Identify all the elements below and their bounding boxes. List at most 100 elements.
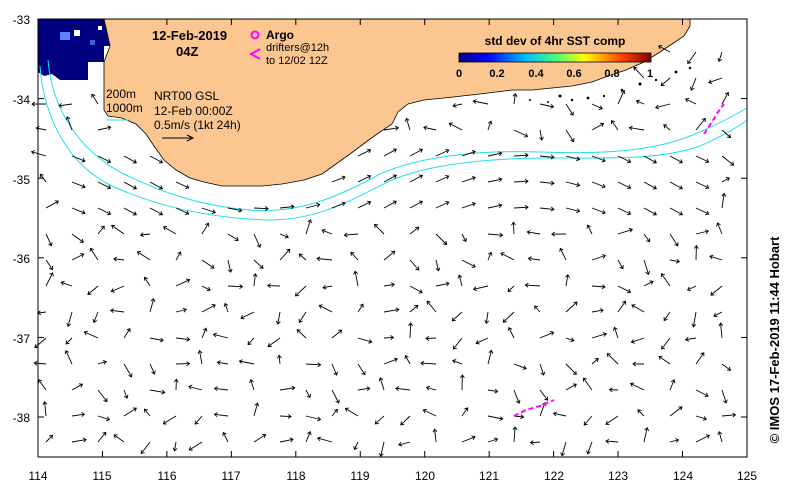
colorbar-tick: 0.4	[528, 68, 544, 80]
axis-ticks	[37, 18, 748, 457]
current-vector-head	[404, 117, 410, 122]
current-vector	[591, 123, 604, 131]
drifter-track-south	[513, 399, 555, 417]
current-vector-head	[290, 204, 295, 210]
current-vector	[713, 311, 723, 317]
current-vector	[539, 129, 543, 141]
current-vector	[110, 309, 125, 313]
current-vector	[487, 415, 503, 420]
current-vector-head	[705, 184, 710, 190]
current-vector-head	[317, 362, 322, 368]
current-vector	[539, 389, 549, 401]
lon-label: 118	[286, 469, 305, 483]
current-vector-head	[629, 382, 635, 387]
current-vector-head	[498, 203, 503, 208]
current-vector-head	[704, 229, 710, 234]
current-vector	[721, 129, 731, 138]
current-vector-head	[151, 370, 156, 375]
current-vector-head	[393, 357, 399, 363]
current-vector-head	[158, 185, 164, 190]
current-vector-head	[529, 440, 534, 445]
current-vector-head	[275, 320, 281, 325]
current-vector	[383, 174, 397, 183]
current-vector-head	[445, 174, 450, 180]
current-vector-head	[678, 211, 683, 216]
current-vector-head	[415, 226, 420, 231]
current-vector	[140, 233, 151, 236]
current-vector	[298, 311, 307, 323]
current-vector	[188, 386, 203, 391]
current-vector-head	[317, 416, 322, 422]
current-vector-head	[132, 407, 137, 412]
current-vector	[617, 228, 633, 235]
current-vector	[513, 93, 516, 105]
current-vector-head	[374, 420, 379, 425]
current-vector	[690, 77, 697, 91]
current-vector	[502, 311, 515, 323]
current-vector-head	[298, 253, 303, 258]
current-vector	[357, 149, 371, 157]
current-vector-head	[102, 431, 107, 436]
current-vector	[687, 51, 697, 64]
current-vector	[420, 362, 437, 365]
current-vector	[565, 155, 580, 160]
current-vector	[250, 379, 255, 391]
current-vector-head	[341, 175, 346, 181]
current-vector	[643, 181, 657, 190]
current-vector	[721, 414, 736, 417]
current-vector-head	[367, 174, 372, 180]
current-vector-head	[499, 416, 504, 421]
argo-icon	[250, 30, 260, 40]
current-vector	[97, 225, 105, 235]
current-vector	[487, 178, 502, 183]
colorbar-tick: 0.2	[489, 68, 504, 80]
current-vector-head	[132, 185, 137, 190]
current-vector-head	[704, 392, 709, 398]
current-vector-head	[500, 252, 505, 257]
current-vector-head	[550, 180, 555, 186]
current-vector	[123, 363, 132, 378]
current-vector-head	[264, 206, 269, 211]
current-vector-head	[550, 331, 555, 336]
current-vector	[617, 90, 625, 105]
current-vector-head	[599, 122, 605, 127]
current-vector	[383, 358, 398, 365]
current-vector	[305, 415, 321, 420]
current-vector-head	[216, 360, 221, 366]
current-vector	[695, 207, 709, 215]
current-vector-head	[605, 438, 610, 444]
current-vector-head	[38, 379, 43, 384]
current-vector-head	[394, 125, 400, 131]
current-vector-head	[678, 185, 683, 190]
current-vector	[354, 271, 359, 287]
current-vector-head	[686, 286, 692, 292]
current-vector	[201, 259, 215, 269]
current-vector	[709, 255, 723, 261]
current-vector-head	[126, 328, 131, 333]
current-vector-head	[723, 399, 728, 404]
current-vector	[305, 219, 311, 235]
current-vector	[587, 441, 593, 454]
current-vector-head	[42, 401, 48, 406]
current-vector-head	[206, 286, 211, 292]
current-vector-head	[143, 276, 148, 281]
current-vector	[239, 360, 255, 365]
credit-label: © IMOS 17-Feb-2019 11:44 Hobart	[767, 236, 782, 443]
current-vector-head	[620, 89, 626, 95]
current-vector-head	[158, 211, 164, 216]
current-vector-head	[252, 273, 258, 278]
current-vector-head	[457, 274, 463, 279]
current-vector-head	[611, 119, 616, 125]
current-vector	[669, 379, 675, 391]
current-vector	[71, 155, 86, 162]
current-vector-head	[657, 45, 663, 50]
current-vector	[405, 355, 411, 365]
current-vector-head	[322, 284, 327, 290]
current-vector	[317, 437, 333, 443]
current-vector	[643, 233, 650, 243]
current-vector	[140, 441, 151, 454]
lon-label: 120	[415, 469, 435, 483]
current-vector	[111, 285, 125, 292]
current-vector-head	[423, 125, 428, 131]
current-vector	[695, 118, 706, 131]
